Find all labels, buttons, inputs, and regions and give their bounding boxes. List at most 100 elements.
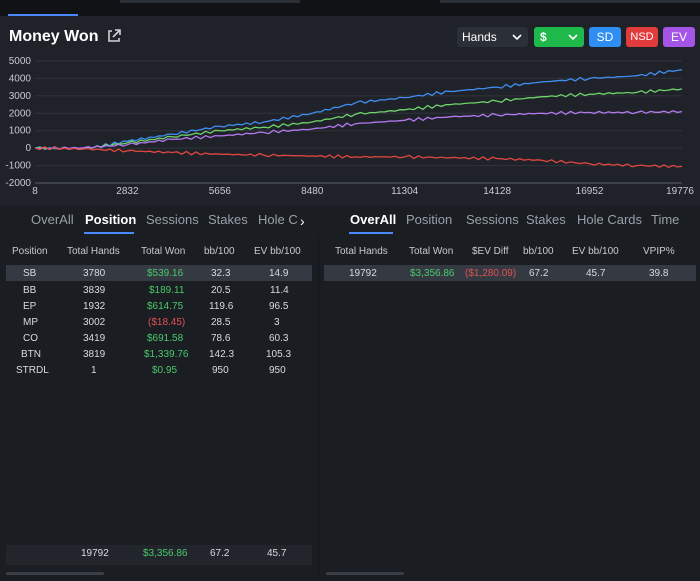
- cell-hands: 3780: [83, 268, 106, 279]
- hands-select[interactable]: Hands: [457, 27, 528, 47]
- active-tab-indicator: [84, 232, 134, 234]
- ev-toggle-button[interactable]: EV: [663, 27, 695, 47]
- column-header[interactable]: Total Hands: [67, 246, 120, 257]
- left-tab-stakes[interactable]: Stakes: [208, 212, 248, 227]
- cell-bb100: 950: [212, 365, 229, 376]
- chart-grid: [35, 60, 682, 184]
- column-header[interactable]: $EV Diff: [472, 246, 509, 257]
- plot-area: [35, 61, 682, 183]
- right-tab-position[interactable]: Position: [406, 212, 453, 227]
- x-tick-label: 8: [32, 186, 38, 197]
- x-tick-label: 14128: [483, 186, 511, 197]
- table-row[interactable]: BB 3839 $189.11 20.5 11.4: [6, 282, 312, 298]
- cell-bb100: 78.6: [211, 333, 231, 344]
- cell-hands: 3819: [83, 349, 106, 360]
- cell-won: $189.11: [149, 285, 185, 296]
- x-tick-label: 5656: [209, 186, 232, 197]
- column-header[interactable]: Position: [12, 246, 48, 257]
- cell-position: CO: [23, 333, 38, 344]
- cell-position: SB: [23, 268, 37, 279]
- cell-won: ($18.45): [148, 317, 186, 328]
- y-tick-label: 2000: [9, 108, 32, 119]
- left-tab-overall[interactable]: OverAll: [31, 212, 74, 227]
- y-axis-labels: 5000 4000 3000 2000 1000 0 -1000 -2000: [5, 56, 31, 189]
- nsd-toggle-button[interactable]: NSD: [626, 27, 658, 47]
- series-line: [34, 110, 683, 150]
- right-tab-sessions[interactable]: Sessions: [466, 212, 519, 227]
- table-row[interactable]: EP 1932 $614.75 119.6 96.5: [6, 298, 312, 314]
- cell-position: STRDL: [16, 365, 49, 376]
- left-tab-sessions[interactable]: Sessions: [146, 212, 199, 227]
- top-strip-segment: [120, 0, 300, 3]
- currency-select[interactable]: $: [534, 27, 584, 47]
- x-axis-labels: 8 2832 5656 8480 11304 14128 16952 19776: [32, 186, 694, 197]
- footer-total-won: $3,356.86: [143, 548, 188, 559]
- column-header[interactable]: EV bb/100: [572, 246, 619, 257]
- cell-bb100: 67.2: [529, 268, 549, 279]
- cell-ev-bb100: 3: [274, 317, 280, 328]
- top-strip: [0, 0, 700, 16]
- right-horizontal-scrollbar[interactable]: [326, 572, 404, 575]
- top-strip-accent: [8, 14, 78, 16]
- cell-won: $614.75: [147, 301, 184, 312]
- chevron-right-icon[interactable]: ›: [300, 213, 305, 229]
- column-header[interactable]: Total Won: [409, 246, 454, 257]
- series-line: [34, 88, 683, 150]
- cell-won: $539.16: [147, 268, 184, 279]
- cell-ev-bb100: 950: [269, 365, 286, 376]
- right-tab-hole-cards[interactable]: Hole Cards: [577, 212, 643, 227]
- y-tick-label: -2000: [5, 178, 31, 189]
- table-row[interactable]: STRDL 1 $0.95 950 950: [6, 362, 312, 378]
- series-line: [34, 146, 683, 169]
- column-header[interactable]: Total Won: [141, 246, 186, 257]
- cell-ev-bb100: 105.3: [266, 349, 292, 360]
- external-link-icon[interactable]: [106, 28, 122, 44]
- y-tick-label: 3000: [9, 91, 32, 102]
- table-row[interactable]: BTN 3819 $1,339.76 142.3 105.3: [6, 346, 312, 362]
- hands-select-label: Hands: [462, 30, 497, 44]
- cell-bb100: 142.3: [209, 349, 235, 360]
- cell-position: EP: [23, 301, 37, 312]
- x-tick-label: 11304: [391, 186, 419, 197]
- page-title: Money Won: [9, 28, 99, 45]
- column-header[interactable]: VPIP%: [643, 246, 675, 257]
- footer-ev-bb100: 45.7: [267, 548, 287, 559]
- cell-bb100: 119.6: [209, 301, 234, 312]
- x-tick-label: 19776: [666, 186, 694, 197]
- cell-ev-diff: ($1,280.09): [465, 268, 517, 279]
- y-tick-label: 5000: [9, 56, 32, 67]
- left-tab-position[interactable]: Position: [85, 212, 137, 227]
- table-row[interactable]: CO 3419 $691.58 78.6 60.3: [6, 330, 312, 346]
- cell-ev-bb100: 45.7: [586, 268, 606, 279]
- y-tick-label: 4000: [9, 73, 32, 84]
- column-header[interactable]: Total Hands: [335, 246, 388, 257]
- cell-bb100: 28.5: [211, 317, 231, 328]
- left-tab-hole-cards[interactable]: Hole C: [258, 212, 298, 227]
- cell-vpip: 39.8: [649, 268, 669, 279]
- y-tick-label: 0: [25, 143, 31, 154]
- y-tick-label: 1000: [9, 126, 32, 137]
- table-row[interactable]: SB 3780 $539.16 32.3 14.9: [6, 265, 312, 281]
- cell-bb100: 20.5: [211, 285, 231, 296]
- column-header[interactable]: bb/100: [204, 246, 235, 257]
- right-tab-time[interactable]: Time: [651, 212, 680, 227]
- cell-won: $0.95: [152, 365, 178, 376]
- cell-ev-bb100: 60.3: [269, 333, 289, 344]
- footer-bb100: 67.2: [210, 548, 230, 559]
- left-horizontal-scrollbar[interactable]: [6, 572, 104, 575]
- x-tick-label: 8480: [301, 186, 324, 197]
- cell-hands: 19792: [349, 268, 377, 279]
- position-table-footer: 19792 $3,356.86 67.2 45.7: [6, 545, 312, 565]
- table-row[interactable]: MP 3002 ($18.45) 28.5 3: [6, 314, 312, 330]
- cell-won: $691.58: [147, 333, 184, 344]
- column-header[interactable]: bb/100: [523, 246, 554, 257]
- cell-ev-bb100: 14.9: [269, 268, 289, 279]
- sd-toggle-button[interactable]: SD: [589, 27, 621, 47]
- money-won-chart: 5000 4000 3000 2000 1000 0 -1000 -2000 8 2832 565…: [5, 56, 694, 197]
- right-tab-overall[interactable]: OverAll: [350, 212, 397, 227]
- panel-divider: [318, 236, 319, 576]
- table-row[interactable]: 19792 $3,356.86 ($1,280.09) 67.2 45.7 39…: [324, 265, 696, 281]
- column-header[interactable]: EV bb/100: [254, 246, 301, 257]
- right-tab-stakes[interactable]: Stakes: [526, 212, 566, 227]
- left-tab-bar: OverAll Position Sessions Stakes Hole C …: [0, 208, 318, 234]
